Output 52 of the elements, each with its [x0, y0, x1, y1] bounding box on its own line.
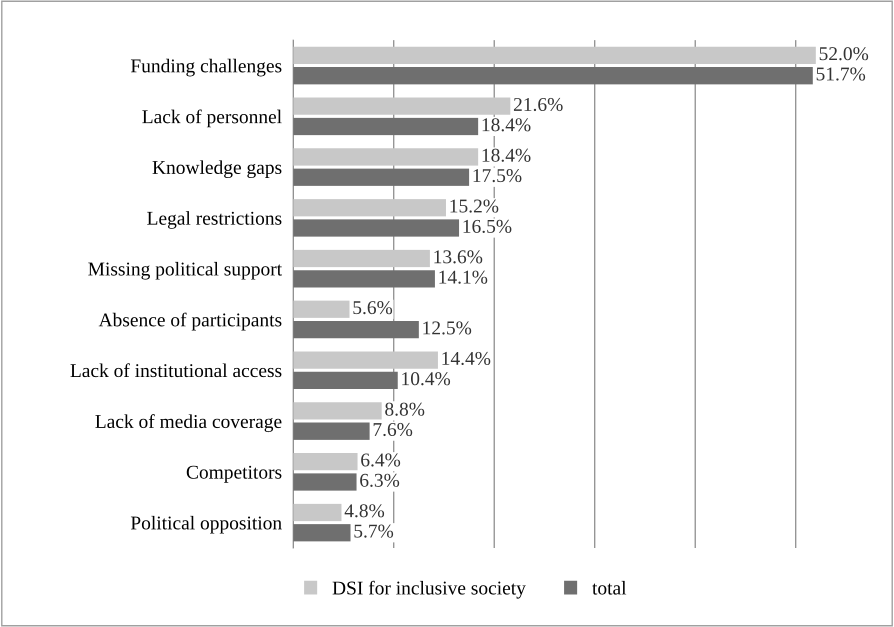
legend-label: DSI for inclusive society — [332, 580, 526, 599]
data-label: 12.5% — [423, 321, 472, 335]
data-label: 14.4% — [442, 352, 490, 366]
data-label: 7.6% — [374, 422, 412, 436]
bar — [293, 98, 510, 115]
data-label: 51.7% — [816, 67, 866, 81]
data-label: 21.6% — [514, 98, 563, 112]
bar — [293, 300, 350, 318]
bar — [293, 422, 370, 440]
bar — [293, 168, 470, 186]
data-label: 5.6% — [353, 301, 392, 314]
data-label: 6.4% — [361, 453, 400, 467]
bar — [293, 504, 342, 522]
data-label: 18.4% — [482, 148, 530, 162]
y-tick-label: Competitors — [186, 466, 282, 483]
data-label: 14.1% — [439, 270, 488, 284]
y-tick-label: Lack of personnel — [142, 109, 282, 128]
legend-label: total — [592, 580, 626, 595]
y-tick-label: Political opposition — [130, 516, 282, 534]
bar — [293, 372, 398, 390]
bar — [293, 524, 351, 542]
bar — [293, 219, 460, 237]
y-tick-label: Lack of media coverage — [95, 414, 282, 432]
data-label: 8.8% — [385, 402, 424, 416]
bar — [293, 67, 813, 84]
bar — [293, 148, 478, 166]
data-label: 17.5% — [474, 169, 522, 182]
data-label: 16.5% — [464, 220, 512, 233]
bar — [293, 453, 358, 470]
bar — [293, 270, 435, 288]
data-label: 52.0% — [820, 47, 868, 60]
y-tick-label: Missing political support — [88, 262, 282, 280]
bar — [293, 351, 438, 369]
bar — [293, 402, 382, 420]
y-tick-label: Funding challenges — [130, 58, 282, 76]
y-tick-label: Knowledge gaps — [152, 160, 282, 178]
data-label: 18.4% — [482, 118, 530, 132]
data-label: 15.2% — [450, 199, 498, 213]
bar — [293, 250, 430, 268]
bar — [293, 199, 446, 216]
bar — [293, 118, 478, 136]
data-label: 5.7% — [354, 524, 394, 538]
y-tick-label: Legal restrictions — [147, 211, 282, 229]
y-tick-label: Lack of institutional access — [70, 363, 282, 378]
y-tick-label: Absence of participants — [98, 312, 282, 330]
data-label: 13.6% — [434, 250, 482, 264]
bar — [293, 473, 357, 491]
bar — [293, 46, 816, 64]
data-label: 4.8% — [344, 504, 384, 518]
data-label: 10.4% — [402, 372, 450, 386]
bar — [293, 320, 419, 338]
data-label: 6.3% — [360, 474, 400, 487]
